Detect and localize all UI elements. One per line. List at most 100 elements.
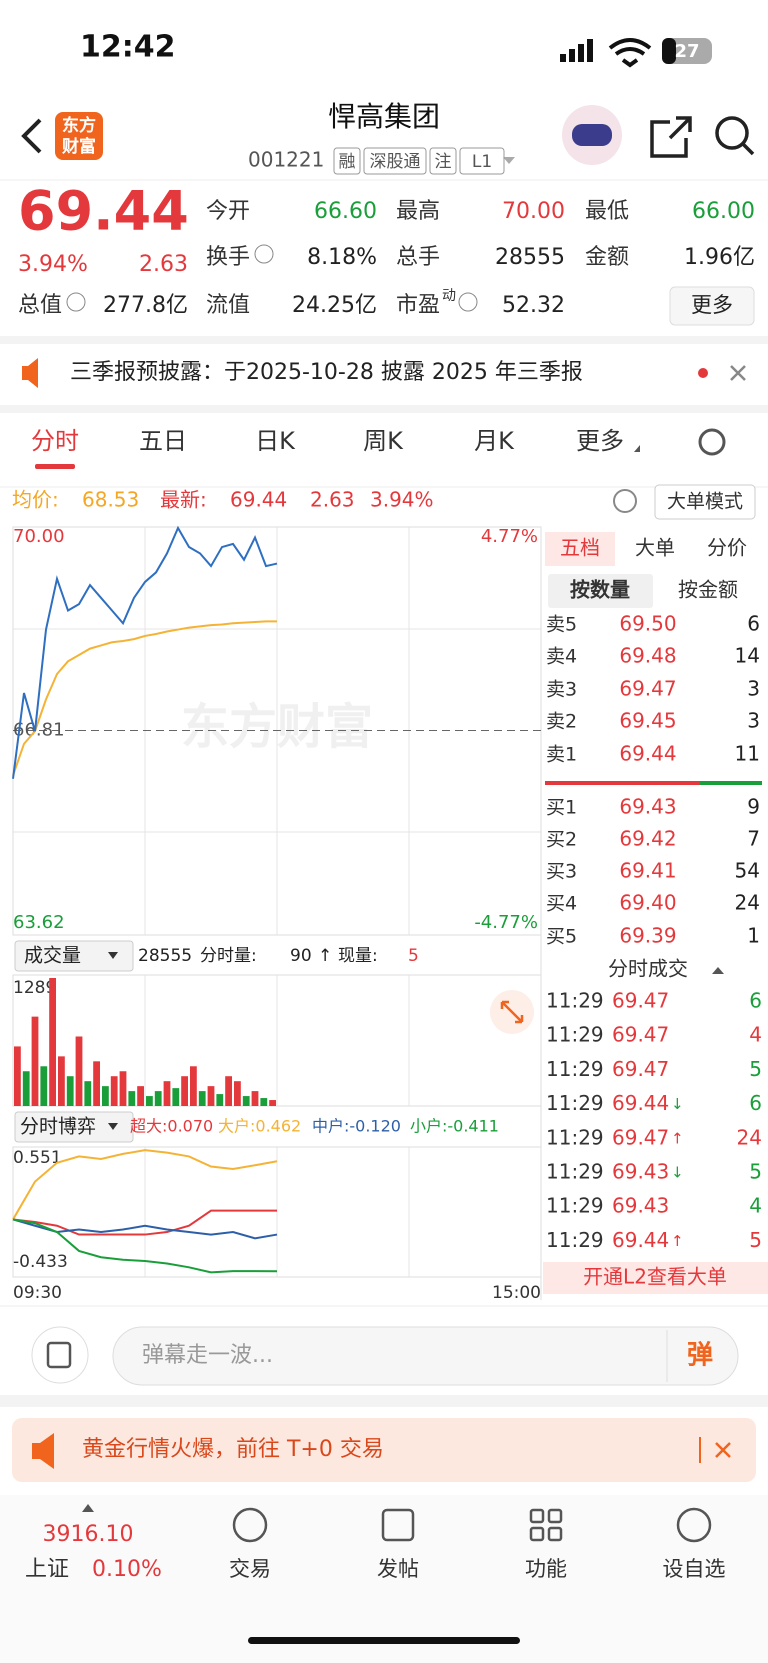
trade-price: 69.44 (612, 1091, 669, 1115)
banner-close[interactable] (715, 1442, 731, 1458)
price-line (12, 525, 278, 779)
orderbook-tab[interactable]: 五档 (560, 536, 600, 560)
more-arrow (634, 445, 640, 452)
flow-legend: 大户:0.462 (218, 1117, 301, 1136)
trade-price: 69.47 (612, 1057, 669, 1081)
orderbook-volume: 3 (747, 677, 760, 701)
volume-bar (163, 1081, 171, 1106)
more-button[interactable] (669, 286, 755, 326)
chart-tab[interactable]: 周K (363, 427, 404, 455)
notice-text: 三季报预披露：于2025-10-28 披露 2025 年三季报 (70, 360, 583, 385)
big-order-mode-button[interactable] (654, 484, 756, 520)
nav-icons (232, 1507, 712, 1543)
trade-price: 69.47 (612, 1125, 669, 1149)
tab-underline (35, 464, 75, 469)
separator (0, 336, 768, 344)
avatar-face (572, 124, 612, 146)
danmaku-icon (46, 1341, 72, 1369)
comment-input[interactable] (112, 1326, 739, 1386)
y-tick-label: 70.00 (13, 526, 65, 547)
avg-value: 68.53 (82, 488, 139, 512)
help-icon[interactable] (613, 489, 637, 513)
orderbook-price: 69.50 (619, 612, 676, 636)
orderbook-level: 买1 (546, 797, 577, 819)
chart-tab[interactable]: 日K (255, 427, 296, 455)
orderbook-volume: 3 (747, 709, 760, 733)
orderbook-price: 69.43 (619, 795, 676, 819)
trade-time: 11:29 (546, 1194, 604, 1218)
nav-item[interactable]: 设自选 (663, 1557, 726, 1581)
orderbook-subtab[interactable]: 按金额 (678, 578, 738, 602)
nav-item[interactable]: 发帖 (377, 1557, 419, 1581)
settings-button[interactable] (698, 428, 726, 456)
chart-tab[interactable]: 五日 (139, 427, 187, 455)
y-tick-label: 63.62 (13, 912, 65, 933)
stat-value: 66.60 (314, 199, 377, 224)
chart-tab[interactable]: 更多 (576, 427, 624, 455)
flow-legend: 小户:-0.411 (410, 1117, 499, 1136)
stat-label: 换手 (206, 245, 250, 270)
stat-value: 8.18% (307, 245, 377, 270)
orderbook-tab[interactable]: 大单 (635, 536, 675, 560)
minute-volume: 90 (290, 946, 312, 966)
l2-label[interactable]: 开通L2查看大单 (583, 1265, 727, 1289)
nav-item[interactable]: 交易 (229, 1557, 271, 1581)
volume-bar (49, 978, 56, 1106)
trade-time: 11:29 (546, 1160, 604, 1184)
orderbook-volume: 24 (735, 891, 760, 915)
volume-bar (251, 1091, 259, 1106)
flow-selector[interactable] (14, 1111, 134, 1143)
more-button-label: 更多 (691, 293, 733, 317)
signal-icon (560, 39, 593, 62)
chart-vertical-lines (13, 527, 541, 1277)
volume-bar (269, 1100, 276, 1106)
volume-bar (93, 1061, 100, 1106)
flow-line (12, 1209, 277, 1236)
info-icon[interactable] (66, 292, 86, 312)
close-notice[interactable] (730, 365, 746, 381)
chart-tab[interactable]: 分时 (31, 427, 79, 455)
stock-code: 001221 (248, 148, 324, 172)
volume-bar (207, 1086, 215, 1106)
stat-label: 金额 (585, 245, 629, 270)
dropdown-arrow[interactable] (503, 157, 515, 164)
info-icon[interactable] (254, 244, 274, 264)
l2-bar[interactable] (543, 1262, 768, 1294)
change-value: 2.63 (310, 488, 355, 512)
danmaku-button[interactable]: 弹 (687, 1341, 713, 1371)
danmaku-settings[interactable] (31, 1326, 89, 1384)
orderbook-subtab[interactable]: 按数量 (570, 578, 630, 602)
y-tick-label: 66.81 (13, 720, 65, 741)
speaker-icon (22, 358, 38, 388)
info-icon[interactable] (458, 292, 478, 312)
volume-bar (234, 1081, 241, 1106)
stat-label: 最低 (585, 199, 629, 224)
orderbook-volume: 11 (735, 742, 760, 766)
volume-selector[interactable] (14, 940, 134, 972)
banner[interactable] (12, 1418, 756, 1482)
share-button[interactable] (650, 116, 692, 158)
chart-tab[interactable]: 月K (474, 427, 515, 455)
volume-bar (242, 1096, 250, 1106)
trade-volume: 5 (749, 1057, 762, 1081)
trade-price: 69.44 (612, 1228, 669, 1252)
search-button[interactable] (715, 116, 749, 150)
logo-text: 东方 (62, 115, 96, 136)
nav-item[interactable]: 功能 (525, 1557, 567, 1581)
flow-legend: 超大:0.070 (130, 1117, 213, 1136)
back-button[interactable] (21, 118, 42, 154)
pct-value: 3.94% (370, 488, 434, 512)
minute-volume-label: 分时量: (200, 946, 257, 966)
orderbook-tab[interactable]: 分价 (707, 536, 747, 560)
stat-value: 1.96亿 (684, 245, 755, 270)
trade-volume: 5 (749, 1160, 762, 1184)
trade-volume: 4 (749, 1023, 762, 1047)
logo-text: 财富 (61, 136, 96, 157)
volume-bar (66, 1076, 74, 1106)
volume-selector-label: 成交量 (24, 945, 81, 967)
index-arrow (82, 1504, 94, 1512)
index-name: 上证 (25, 1557, 69, 1582)
banner-text: 黄金行情火爆，前往 T+0 交易 (82, 1437, 384, 1462)
volume-bar (154, 1091, 162, 1106)
trade-price: 69.43 (612, 1194, 669, 1218)
